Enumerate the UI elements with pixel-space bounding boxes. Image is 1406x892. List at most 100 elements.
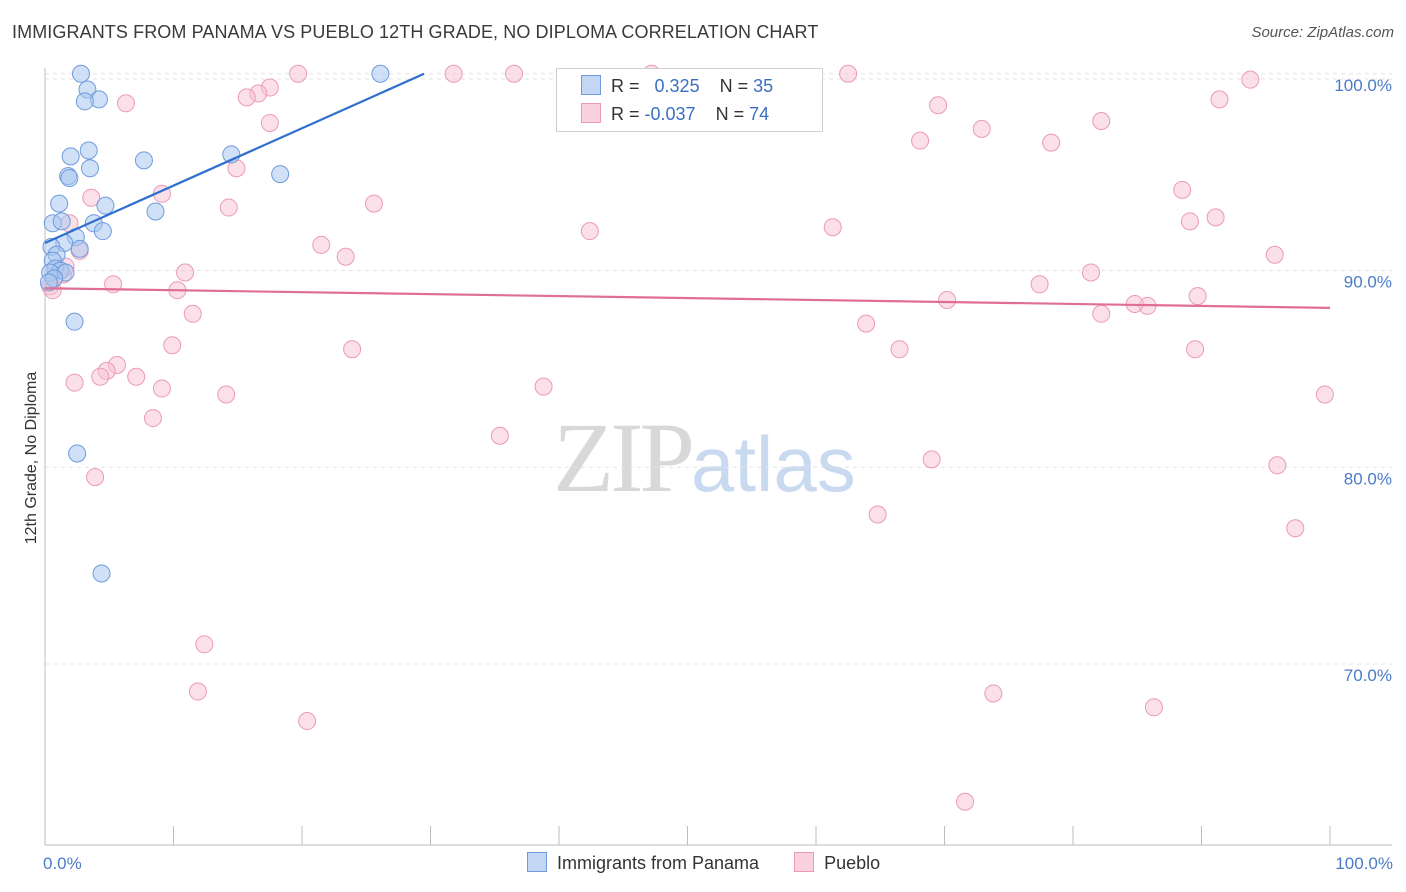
pueblo-point [911, 131, 930, 150]
y-tick-label: 90.0% [1344, 273, 1392, 292]
legend-r-value: 0.325 [654, 76, 700, 96]
legend-label-pueblo: Pueblo [824, 853, 881, 873]
pueblo-trend-line [44, 287, 1331, 309]
pueblo-point [1180, 212, 1199, 231]
pueblo-point [91, 367, 110, 386]
pueblo-point [1186, 340, 1205, 359]
panama-points [39, 64, 390, 583]
panama-point [70, 239, 89, 258]
panama-point [134, 151, 153, 170]
pueblo-point [1092, 111, 1111, 130]
pueblo-point [1144, 698, 1163, 717]
correlation-legend: R = 0.325 N = 35 R = -0.037 N = 74 [556, 68, 823, 132]
pueblo-point [143, 409, 162, 428]
pueblo-point [1173, 180, 1192, 199]
pueblo-point [505, 64, 524, 83]
legend-row-pueblo: R = -0.037 N = 74 [581, 103, 769, 125]
pueblo-point [1092, 304, 1111, 323]
pueblo-point [938, 291, 957, 310]
pueblo-point [1188, 287, 1207, 306]
axes [44, 68, 1392, 846]
legend-item-pueblo: Pueblo [794, 852, 880, 874]
pueblo-point [364, 194, 383, 213]
panama-point [92, 564, 111, 583]
pueblo-point [343, 340, 362, 359]
pueblo-point [312, 235, 331, 254]
panama-point [65, 312, 84, 331]
pueblo-point [1315, 385, 1334, 404]
source-label: Source: ZipAtlas.com [1251, 24, 1394, 41]
series-legend: Immigrants from Panama Pueblo [527, 852, 910, 874]
legend-row-panama: R = 0.325 N = 35 [581, 75, 773, 97]
pueblo-point [972, 119, 991, 138]
y-tick-label: 80.0% [1344, 469, 1392, 488]
pueblo-point [163, 336, 182, 355]
legend-r-value: -0.037 [644, 104, 696, 124]
pueblo-point [127, 367, 146, 386]
legend-label-panama: Immigrants from Panama [557, 853, 760, 873]
panama-point [146, 202, 165, 221]
pueblo-point [183, 304, 202, 323]
panama-point [271, 165, 290, 184]
pueblo-point [1241, 70, 1260, 89]
pueblo-point [1042, 133, 1061, 152]
trend-lines [44, 72, 1331, 309]
panama-point [79, 141, 98, 160]
pueblo-point [922, 450, 941, 469]
pueblo-point [336, 247, 355, 266]
pueblo-point [219, 198, 238, 217]
panama-point [61, 147, 80, 166]
x-tick-label-max: 100.0% [1335, 854, 1393, 873]
pueblo-point [956, 792, 975, 811]
panama-point [71, 64, 90, 83]
legend-n-value: 35 [753, 76, 774, 96]
pueblo-point [65, 373, 84, 392]
panama-point [75, 92, 94, 111]
grid-lines [45, 73, 1392, 665]
pueblo-point [1265, 245, 1284, 264]
pueblo-point [1286, 519, 1305, 538]
pueblo-point [444, 64, 463, 83]
pueblo-point [1268, 456, 1287, 475]
pueblo-point [984, 684, 1003, 703]
chart-title: IMMIGRANTS FROM PANAMA VS PUEBLO 12TH GR… [12, 22, 819, 42]
panama-point [93, 222, 112, 241]
x-tick-label-min: 0.0% [43, 854, 82, 873]
legend-n-label: N = [719, 76, 754, 96]
pueblo-point [1206, 208, 1225, 227]
pueblo-point [188, 682, 207, 701]
pueblo-point [890, 340, 909, 359]
legend-n-label: N = [715, 104, 750, 124]
pueblo-point [237, 88, 256, 107]
legend-item-panama: Immigrants from Panama [527, 852, 759, 874]
pueblo-point [260, 113, 279, 132]
watermark: ZIPatlas [553, 400, 856, 515]
legend-r-label: R = [611, 104, 645, 124]
pueblo-point [580, 222, 599, 241]
panama-trend-line [44, 72, 425, 244]
pueblo-point [1210, 90, 1229, 109]
pueblo-point [490, 426, 509, 445]
legend-n-value: 74 [749, 104, 770, 124]
watermark-atlas: atlas [691, 420, 856, 508]
watermark-zip: ZIP [553, 402, 695, 513]
panama-point [371, 64, 390, 83]
pueblo-point [86, 468, 105, 487]
pueblo-point [1030, 275, 1049, 294]
pueblo-point [289, 64, 308, 83]
pueblo-points [41, 64, 1334, 811]
panama-swatch [581, 75, 601, 95]
pueblo-point [217, 385, 236, 404]
panama-point [39, 273, 58, 292]
pueblo-point [534, 377, 553, 396]
panama-point [60, 169, 79, 188]
pueblo-point [116, 94, 135, 113]
y-tick-label: 70.0% [1344, 666, 1392, 685]
panama-point [68, 444, 87, 463]
pueblo-swatch [794, 852, 815, 872]
pueblo-point [868, 505, 887, 524]
panama-point [52, 212, 71, 231]
pueblo-point [839, 64, 858, 83]
pueblo-point [857, 314, 876, 333]
